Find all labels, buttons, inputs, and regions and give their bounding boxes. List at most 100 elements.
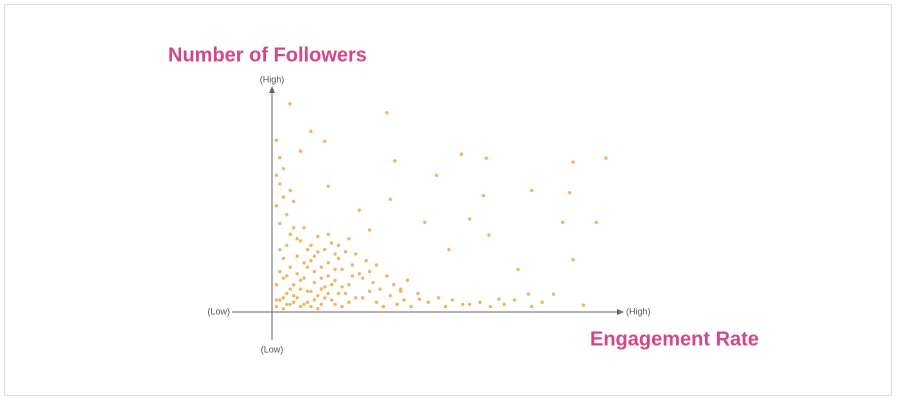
point bbox=[447, 247, 451, 252]
point bbox=[305, 289, 310, 293]
point bbox=[278, 269, 282, 274]
point bbox=[333, 302, 337, 307]
point bbox=[497, 297, 501, 301]
point bbox=[319, 276, 323, 280]
point bbox=[478, 300, 482, 304]
point bbox=[316, 307, 320, 311]
point bbox=[367, 228, 372, 232]
point bbox=[295, 237, 299, 241]
point bbox=[329, 283, 334, 287]
point bbox=[323, 296, 327, 300]
point bbox=[530, 304, 534, 309]
point bbox=[288, 287, 292, 291]
point bbox=[487, 233, 491, 237]
point bbox=[434, 173, 439, 177]
point bbox=[405, 278, 410, 283]
point bbox=[398, 289, 403, 293]
point bbox=[274, 304, 279, 309]
point bbox=[288, 302, 292, 307]
point bbox=[274, 138, 279, 142]
point bbox=[336, 291, 341, 296]
point bbox=[467, 217, 472, 221]
point bbox=[392, 283, 396, 287]
point bbox=[512, 298, 517, 302]
point bbox=[278, 221, 282, 226]
point bbox=[316, 234, 320, 239]
point bbox=[402, 298, 406, 302]
point bbox=[333, 267, 337, 272]
point bbox=[292, 199, 296, 204]
point bbox=[288, 232, 292, 237]
point bbox=[298, 304, 303, 309]
point bbox=[426, 300, 430, 304]
point bbox=[326, 291, 330, 296]
y-arrow bbox=[269, 86, 275, 93]
point bbox=[594, 220, 598, 225]
point bbox=[540, 300, 544, 304]
point bbox=[292, 293, 296, 298]
point bbox=[357, 272, 361, 276]
point bbox=[302, 302, 306, 307]
point bbox=[298, 287, 303, 291]
point bbox=[361, 276, 365, 280]
point bbox=[364, 258, 368, 263]
point bbox=[409, 304, 413, 309]
point bbox=[436, 296, 441, 300]
point bbox=[295, 296, 299, 300]
point bbox=[357, 208, 361, 212]
card bbox=[4, 4, 892, 396]
point bbox=[316, 293, 320, 298]
point bbox=[288, 265, 292, 269]
point bbox=[323, 285, 327, 289]
point bbox=[568, 191, 572, 195]
point bbox=[292, 300, 296, 304]
point bbox=[371, 280, 375, 285]
point bbox=[350, 274, 355, 278]
point bbox=[551, 292, 556, 296]
point bbox=[502, 302, 506, 307]
point bbox=[312, 254, 317, 258]
point bbox=[484, 156, 488, 160]
point bbox=[288, 188, 292, 193]
point bbox=[336, 256, 341, 261]
point bbox=[388, 293, 392, 298]
point bbox=[354, 252, 358, 256]
y-low-label: (Low) bbox=[261, 344, 284, 354]
point bbox=[312, 269, 317, 274]
point bbox=[305, 247, 310, 252]
point bbox=[347, 237, 351, 241]
point bbox=[302, 226, 306, 230]
y-high-label: (High) bbox=[260, 74, 285, 84]
chart-title: Number of Followers bbox=[168, 44, 367, 66]
point bbox=[326, 232, 330, 237]
point bbox=[278, 156, 282, 160]
point bbox=[347, 283, 351, 287]
point bbox=[367, 289, 372, 293]
point bbox=[347, 300, 351, 304]
point bbox=[340, 304, 344, 309]
point bbox=[305, 265, 310, 269]
point bbox=[350, 263, 355, 267]
point bbox=[319, 265, 323, 269]
point bbox=[309, 243, 313, 247]
point bbox=[292, 226, 296, 230]
point bbox=[298, 278, 303, 283]
point bbox=[285, 212, 289, 217]
point bbox=[393, 159, 397, 163]
point bbox=[343, 291, 348, 296]
point bbox=[395, 302, 399, 307]
point bbox=[336, 243, 341, 247]
point bbox=[295, 272, 299, 276]
point bbox=[367, 269, 372, 274]
point bbox=[561, 220, 565, 225]
point bbox=[385, 111, 389, 115]
point bbox=[416, 291, 420, 296]
point bbox=[374, 263, 379, 267]
point bbox=[581, 303, 586, 307]
point bbox=[281, 296, 286, 300]
point bbox=[305, 300, 310, 304]
point bbox=[333, 252, 337, 256]
point bbox=[388, 197, 392, 202]
point bbox=[530, 188, 534, 193]
